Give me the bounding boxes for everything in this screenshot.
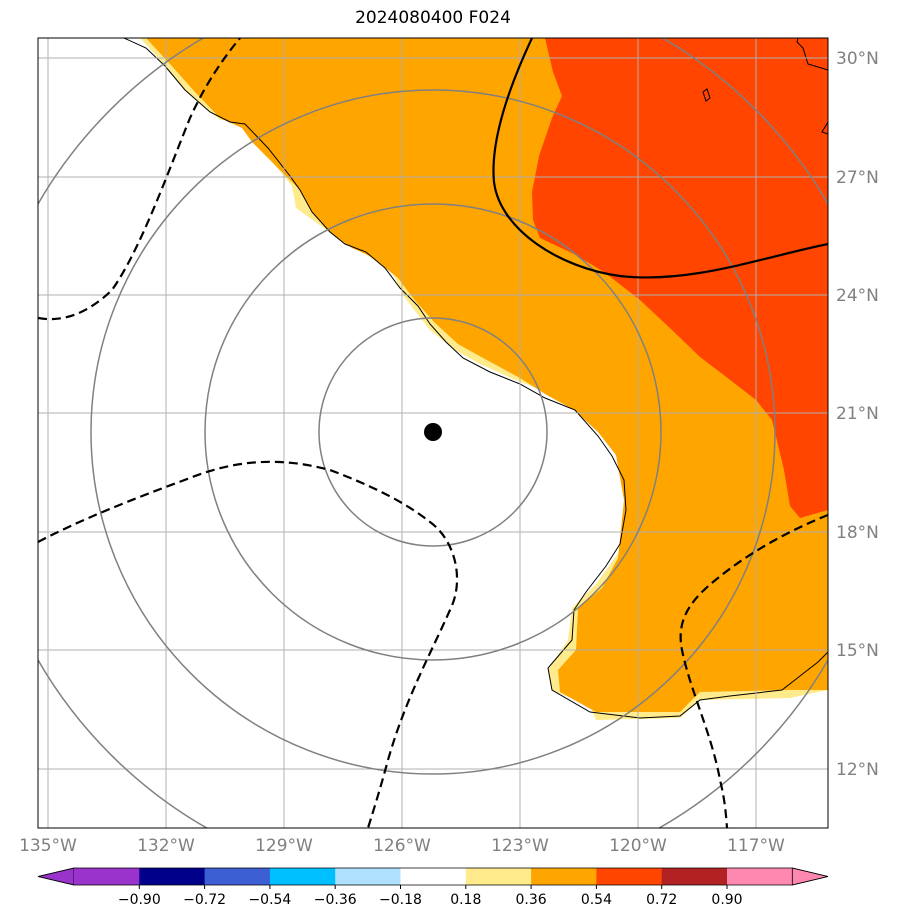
colorbar: −0.90 −0.72 −0.54 −0.36 −0.18 0.18 0.36 0.54 0.7…	[37, 867, 829, 908]
coastline-island	[702, 88, 711, 102]
range-ring-3	[90, 89, 776, 775]
colorbar-extend-low	[37, 867, 75, 886]
colorbar-tick-label: 0.72	[646, 892, 677, 908]
colorbar-tick-label: 0.54	[581, 892, 612, 908]
lat-label: 15°N	[836, 641, 879, 661]
lon-label: 132°W	[137, 836, 195, 856]
colorbar-tick-label: −0.36	[314, 892, 357, 908]
dashed-contour-sw	[38, 460, 459, 828]
lon-label: 129°W	[255, 836, 313, 856]
latitude-tick-labels: 30°N 27°N 24°N 21°N 18°N 15°N 12°N	[836, 49, 879, 780]
colorbar-segment	[531, 868, 597, 885]
field-fill-red	[532, 38, 828, 518]
lat-label: 24°N	[836, 286, 879, 306]
lat-label: 18°N	[836, 523, 879, 543]
lon-label: 117°W	[727, 836, 785, 856]
lon-label: 123°W	[491, 836, 549, 856]
lon-label: 126°W	[373, 836, 431, 856]
map-title: 2024080400 F024	[355, 8, 511, 28]
map-frame	[37, 37, 829, 829]
range-ring-2	[204, 203, 662, 661]
colorbar-segment	[465, 868, 532, 885]
dashed-contour-se	[679, 513, 828, 828]
coastline-ne	[796, 38, 828, 135]
map-graticule	[38, 38, 828, 828]
lat-label: 12°N	[836, 760, 879, 780]
solid-contour	[492, 38, 828, 279]
lat-label: 30°N	[836, 49, 879, 69]
colorbar-tick-label: −0.18	[379, 892, 422, 908]
colorbar-tick-label: 0.18	[450, 892, 481, 908]
lon-label: 120°W	[609, 836, 667, 856]
colorbar-segment	[204, 868, 271, 885]
colorbar-tick-label: −0.72	[183, 892, 226, 908]
map-area	[38, 38, 828, 828]
range-ring-1	[318, 317, 548, 547]
colorbar-segment	[269, 868, 336, 885]
range-rings	[38, 38, 828, 828]
colorbar-segment	[335, 868, 401, 885]
storm-center-dot	[424, 423, 442, 441]
colorbar-tick-label: −0.54	[248, 892, 291, 908]
longitude-tick-labels: 135°W 132°W 129°W 126°W 123°W 120°W 117°…	[19, 836, 785, 856]
colorbar-segment	[727, 868, 793, 885]
colorbar-tick-label: −0.90	[118, 892, 161, 908]
colorbar-extend-high	[791, 867, 829, 886]
dashed-contours	[38, 38, 828, 828]
colorbar-outline	[37, 867, 829, 886]
colorbar-tick-label: 0.90	[711, 892, 742, 908]
dashed-contour-nw	[38, 38, 241, 321]
colorbar-segment	[661, 868, 728, 885]
colorbar-segment	[400, 868, 467, 885]
colorbar-segment	[596, 868, 663, 885]
coastline	[123, 38, 828, 719]
lat-label: 21°N	[836, 404, 879, 424]
colorbar-segment	[74, 868, 140, 885]
colorbar-segment	[139, 868, 206, 885]
lat-label: 27°N	[836, 168, 879, 188]
colorbar-tick-label: 0.36	[516, 892, 547, 908]
lon-label: 135°W	[19, 836, 77, 856]
